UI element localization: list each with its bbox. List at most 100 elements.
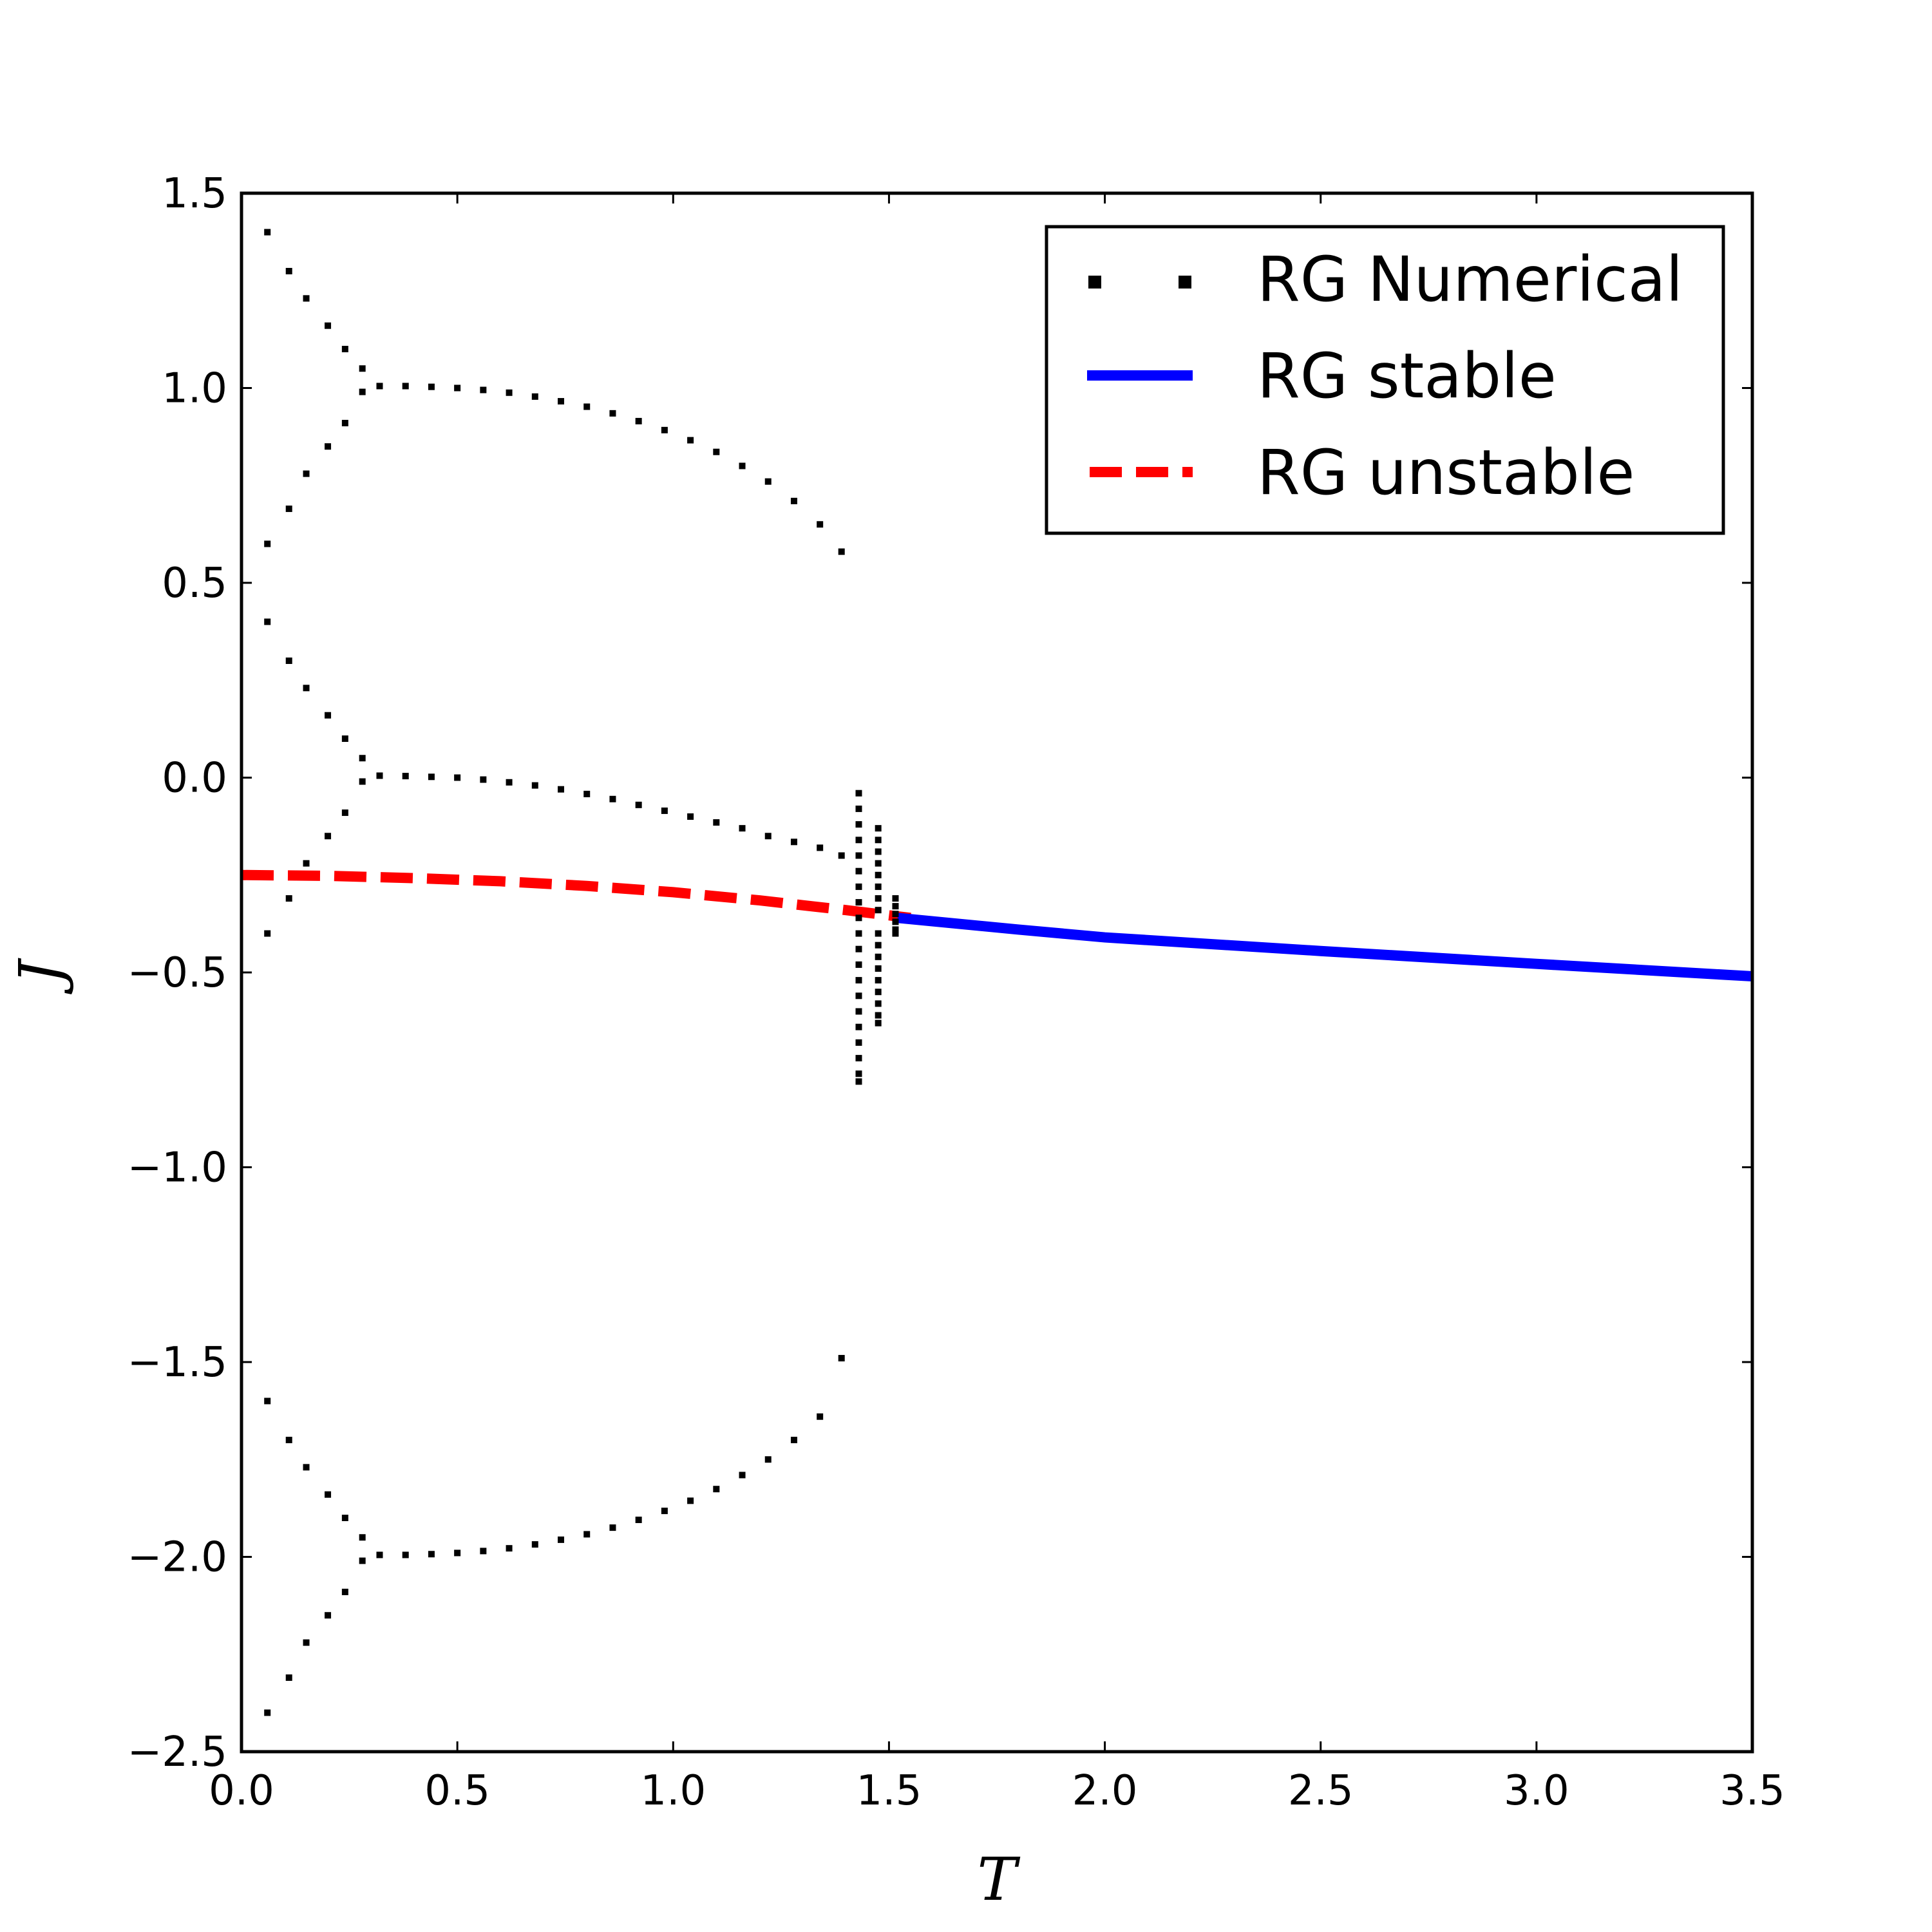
data-point-rg-numerical	[875, 977, 882, 984]
data-point-rg-numerical	[376, 772, 383, 779]
x-tick-label: 2.5	[1288, 1767, 1354, 1815]
data-point-rg-numerical	[855, 1008, 862, 1015]
data-point-rg-numerical	[531, 782, 538, 789]
plot-frame	[240, 191, 1754, 1754]
data-point-rg-numerical	[454, 384, 461, 392]
data-point-rg-numerical	[817, 1413, 824, 1420]
data-point-rg-numerical	[817, 521, 824, 528]
data-point-rg-numerical	[855, 899, 862, 906]
data-point-rg-numerical	[506, 779, 513, 786]
data-point-rg-numerical	[285, 1674, 292, 1681]
data-point-rg-numerical	[855, 883, 862, 890]
data-point-rg-numerical	[341, 419, 348, 426]
data-point-rg-numerical	[558, 398, 565, 405]
data-point-rg-numerical	[359, 1557, 366, 1564]
data-point-rg-numerical	[855, 867, 862, 875]
data-point-rg-numerical	[892, 895, 899, 902]
data-point-rg-numerical	[855, 790, 862, 797]
data-point-rg-numerical	[713, 1486, 720, 1493]
data-point-rg-numerical	[359, 388, 366, 395]
data-point-rg-numerical	[855, 1078, 862, 1085]
data-point-rg-numerical	[341, 1515, 348, 1521]
data-point-rg-numerical	[264, 540, 271, 547]
data-point-rg-numerical	[855, 992, 862, 999]
legend-entry-numerical: RG Numerical	[1088, 243, 1683, 316]
y-tick-label: −1.0	[128, 1144, 227, 1192]
data-point-rg-numerical	[609, 1524, 616, 1531]
data-point-rg-numerical	[531, 1541, 538, 1548]
data-point-rg-numerical	[875, 930, 882, 937]
y-tick-label: −2.5	[128, 1728, 227, 1776]
data-point-rg-numerical	[855, 977, 862, 984]
x-tick-label: 1.0	[640, 1767, 706, 1815]
data-point-rg-numerical	[325, 1491, 332, 1498]
x-tick-label: 0.0	[209, 1767, 274, 1815]
legend-entry-stable: RG stable	[1087, 340, 1557, 412]
data-point-rg-numerical	[875, 825, 882, 832]
data-point-rg-numerical	[264, 618, 271, 625]
data-point-rg-numerical	[303, 860, 310, 867]
data-point-rg-numerical	[661, 426, 668, 433]
data-point-rg-numerical	[325, 322, 332, 329]
data-point-rg-numerical	[855, 1023, 862, 1030]
data-point-rg-numerical	[739, 1472, 746, 1479]
tick-labels: 0.0 0.5 1.0 1.5 2.0 2.5 3.0 3.5 1.5 1.0 0.5 0.0 −0.5…	[128, 170, 1785, 1815]
y-tick-label: 0.0	[162, 755, 227, 802]
data-point-rg-numerical	[817, 844, 824, 851]
data-point-rg-numerical	[303, 470, 310, 477]
legend-dot	[1088, 276, 1101, 289]
data-point-rg-numerical	[325, 443, 332, 450]
data-point-rg-numerical	[454, 1549, 461, 1557]
data-point-rg-numerical	[855, 930, 862, 937]
data-point-rg-numerical	[713, 448, 720, 455]
data-point-rg-numerical	[875, 989, 882, 996]
data-point-rg-numerical	[875, 848, 882, 855]
data-point-rg-numerical	[264, 1709, 271, 1716]
data-point-rg-numerical	[325, 712, 332, 719]
legend-entry-unstable: RG unstable	[1090, 437, 1634, 509]
data-point-rg-numerical	[402, 383, 409, 390]
data-point-rg-numerical	[687, 437, 694, 444]
data-point-rg-numerical	[303, 295, 310, 302]
legend-dot	[1179, 276, 1191, 289]
data-point-rg-numerical	[855, 805, 862, 812]
data-point-rg-numerical	[855, 821, 862, 828]
x-tick-label: 2.0	[1072, 1767, 1138, 1815]
data-point-rg-numerical	[583, 790, 591, 797]
data-point-rg-numerical	[892, 911, 899, 918]
data-point-rg-numerical	[855, 1039, 862, 1046]
data-point-rg-numerical	[341, 809, 348, 816]
data-point-rg-numerical	[855, 1070, 862, 1077]
data-point-rg-numerical	[855, 1055, 862, 1062]
data-point-rg-numerical	[285, 506, 292, 513]
data-point-rg-numerical	[635, 417, 642, 424]
x-tick-label: 0.5	[424, 1767, 490, 1815]
data-point-rg-numerical	[402, 1551, 409, 1558]
data-point-rg-numerical	[790, 838, 797, 846]
data-point-rg-numerical	[875, 1019, 882, 1027]
data-point-rg-numerical	[855, 852, 862, 859]
data-point-rg-numerical	[583, 1531, 591, 1538]
series-line-rg-stable	[897, 913, 1752, 982]
y-axis-label: J	[6, 957, 75, 994]
data-point-rg-numerical	[875, 837, 882, 844]
data-point-rg-numerical	[739, 462, 746, 469]
data-point-rg-numerical	[531, 393, 538, 400]
data-point-rg-numerical	[285, 1437, 292, 1443]
data-point-rg-numerical	[264, 1397, 271, 1405]
data-point-rg-numerical	[609, 795, 616, 802]
data-point-rg-numerical	[506, 1545, 513, 1552]
data-point-rg-numerical	[892, 903, 899, 910]
legend-label-unstable: RG unstable	[1257, 437, 1634, 509]
data-point-rg-numerical	[687, 1497, 694, 1504]
data-point-rg-numerical	[635, 801, 642, 808]
data-point-rg-numerical	[341, 735, 348, 742]
data-point-rg-numerical	[855, 837, 862, 844]
data-point-rg-numerical	[402, 773, 409, 780]
x-tick-label: 3.5	[1719, 1767, 1785, 1815]
data-point-rg-numerical	[359, 778, 366, 785]
data-point-rg-numerical	[838, 1354, 845, 1361]
data-point-rg-numerical	[855, 961, 862, 968]
data-point-rg-numerical	[454, 774, 461, 781]
data-point-rg-numerical	[790, 1437, 797, 1443]
